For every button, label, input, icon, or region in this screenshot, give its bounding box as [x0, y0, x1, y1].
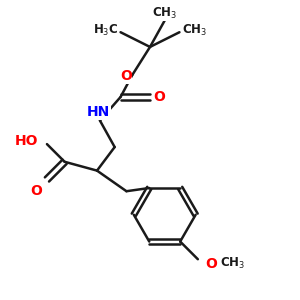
Text: CH$_3$: CH$_3$ — [220, 256, 245, 271]
Text: O: O — [31, 184, 43, 198]
Text: O: O — [205, 256, 217, 271]
Text: O: O — [153, 90, 165, 104]
Text: CH$_3$: CH$_3$ — [182, 23, 207, 38]
Text: HO: HO — [15, 134, 38, 148]
Text: HN: HN — [87, 105, 110, 119]
Text: H$_3$C: H$_3$C — [93, 23, 118, 38]
Text: CH$_3$: CH$_3$ — [152, 5, 177, 21]
Text: O: O — [120, 69, 132, 83]
